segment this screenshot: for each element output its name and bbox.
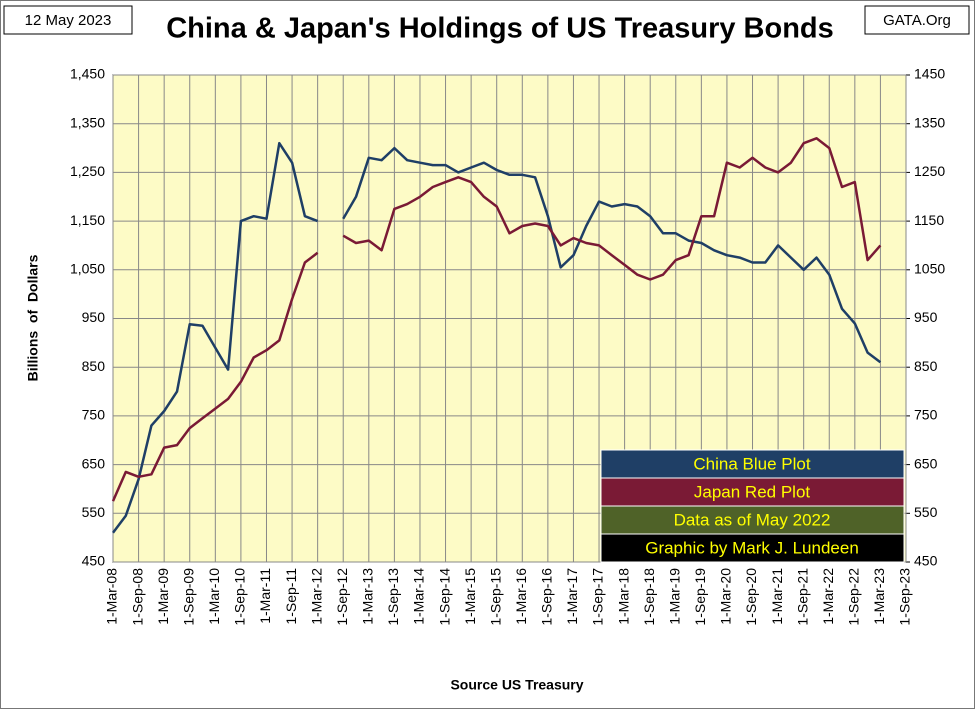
y-tick-label: 750 bbox=[82, 407, 106, 423]
x-tick-label: 1-Mar-10 bbox=[206, 568, 222, 625]
x-tick-label: 1-Mar-22 bbox=[820, 568, 836, 625]
series-line bbox=[342, 146, 882, 364]
y-tick-label: 1,050 bbox=[70, 261, 105, 277]
y-tick-label: 1,150 bbox=[70, 212, 105, 228]
legend-box bbox=[600, 533, 905, 563]
y2-tick-label: 1350 bbox=[914, 114, 945, 130]
y-axis-title: Billions of Dollars bbox=[25, 254, 41, 381]
y2-tick-label: 1250 bbox=[914, 163, 945, 179]
y-tick-label: 450 bbox=[82, 553, 106, 569]
x-tick-label: 1-Sep-15 bbox=[487, 568, 503, 626]
x-tick-label: 1-Sep-21 bbox=[794, 568, 810, 626]
y2-tick-label: 650 bbox=[914, 455, 938, 471]
x-tick-label: 1-Sep-22 bbox=[846, 568, 862, 626]
chart-title: China & Japan's Holdings of US Treasury … bbox=[166, 13, 834, 45]
x-tick-label: 1-Sep-19 bbox=[692, 568, 708, 626]
x-tick-label: 1-Sep-10 bbox=[232, 568, 248, 626]
y-tick-label: 550 bbox=[82, 504, 106, 520]
y2-tick-label: 850 bbox=[914, 358, 938, 374]
x-tick-label: 1-Mar-17 bbox=[564, 568, 580, 625]
y-tick-label: 950 bbox=[82, 309, 106, 325]
source-label: GATA.Org bbox=[883, 12, 951, 29]
x-axis-title: Source US Treasury bbox=[450, 677, 583, 693]
y2-tick-label: 1050 bbox=[914, 261, 945, 277]
x-tick-label: 1-Sep-11 bbox=[283, 568, 299, 625]
series-line bbox=[111, 141, 319, 534]
x-tick-label: 1-Mar-21 bbox=[769, 568, 785, 625]
y-tick-label: 1,250 bbox=[70, 163, 105, 179]
x-tick-label: 1-Sep-14 bbox=[436, 568, 452, 626]
x-tick-label: 1-Mar-08 bbox=[104, 568, 120, 625]
x-tick-label: 1-Sep-12 bbox=[334, 568, 350, 626]
source-box bbox=[864, 5, 970, 35]
x-tick-label: 1-Sep-16 bbox=[539, 568, 555, 626]
x-tick-label: 1-Mar-19 bbox=[666, 568, 682, 625]
x-tick-label: 1-Mar-09 bbox=[155, 568, 171, 625]
legend-label: Data as of May 2022 bbox=[674, 510, 831, 529]
y2-tick-label: 450 bbox=[914, 553, 938, 569]
x-tick-label: 1-Mar-14 bbox=[411, 568, 427, 625]
y-tick-label: 1,350 bbox=[70, 114, 105, 130]
legend-label: Japan Red Plot bbox=[694, 482, 811, 501]
y2-tick-label: 750 bbox=[914, 407, 938, 423]
x-tick-label: 1-Sep-20 bbox=[743, 568, 759, 626]
y-tick-label: 1,450 bbox=[70, 66, 105, 82]
x-tick-label: 1-Sep-09 bbox=[180, 568, 196, 626]
x-tick-label: 1-Sep-18 bbox=[641, 568, 657, 626]
y2-tick-label: 1150 bbox=[914, 212, 944, 228]
legend-box bbox=[600, 477, 905, 507]
y-tick-label: 650 bbox=[82, 455, 106, 471]
y2-tick-label: 950 bbox=[914, 309, 938, 325]
x-tick-label: 1-Mar-16 bbox=[513, 568, 529, 625]
x-tick-label: 1-Mar-11 bbox=[257, 568, 273, 624]
legend-label: China Blue Plot bbox=[693, 454, 810, 473]
legend-label: Graphic by Mark J. Lundeen bbox=[645, 538, 859, 557]
series-line bbox=[111, 251, 319, 502]
x-tick-label: 1-Mar-18 bbox=[615, 568, 631, 625]
date-box bbox=[3, 5, 133, 35]
x-tick-label: 1-Mar-13 bbox=[360, 568, 376, 625]
x-tick-label: 1-Mar-15 bbox=[462, 568, 478, 625]
date-label: 12 May 2023 bbox=[25, 12, 112, 29]
x-tick-label: 1-Mar-12 bbox=[308, 568, 324, 625]
x-tick-label: 1-Mar-23 bbox=[871, 568, 887, 625]
y2-tick-label: 550 bbox=[914, 504, 938, 520]
x-tick-label: 1-Sep-13 bbox=[385, 568, 401, 626]
y-tick-label: 850 bbox=[82, 358, 106, 374]
x-tick-label: 1-Mar-20 bbox=[718, 568, 734, 625]
x-tick-label: 1-Sep-17 bbox=[590, 568, 606, 626]
series-line bbox=[342, 137, 882, 281]
legend-box bbox=[600, 505, 905, 535]
x-tick-label: 1-Sep-23 bbox=[897, 568, 913, 626]
x-tick-label: 1-Sep-08 bbox=[129, 568, 145, 626]
y2-tick-label: 1450 bbox=[914, 66, 945, 82]
legend-box bbox=[600, 449, 905, 479]
